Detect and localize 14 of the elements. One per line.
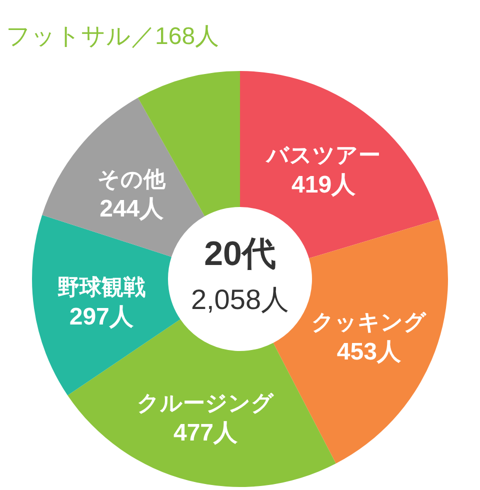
text: 20代 [204,235,276,273]
slice-label: クッキング [311,310,426,335]
slice-label: 野球観戦 [57,274,146,300]
data-label: 477人 [174,420,239,447]
slice-label: クルージング [137,390,274,416]
data-label: 419人 [292,172,357,199]
data-label: 453人 [336,338,402,366]
text: 2,058人 [190,284,290,315]
slice-label: バスツアー [264,142,381,168]
data-label: 297人 [69,304,134,331]
data-label: ／168人 [131,23,220,50]
slice-label: その他 [98,166,167,192]
data-label: 244人 [100,195,165,222]
slice-label: フットサル [6,23,131,50]
